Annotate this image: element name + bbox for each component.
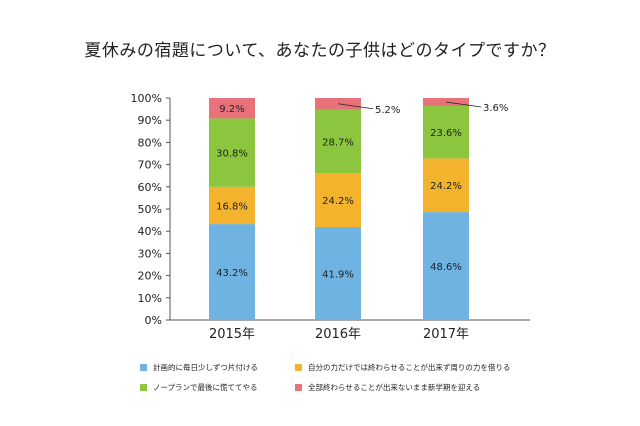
x-tick-label: 2015年	[209, 327, 255, 342]
bar-segment-noplan	[315, 109, 361, 174]
legend-item-help: 自分の力だけでは終わらせることが出来ず周りの力を借りる	[295, 362, 560, 373]
data-label: 24.2%	[430, 181, 462, 192]
legend-label-noplan: ノープランで最後に慌ててやる	[153, 383, 258, 392]
legend-swatch-help	[295, 364, 302, 371]
legend-item-plan: 計画的に毎日少しずつ片付ける	[140, 362, 295, 373]
data-label: 30.8%	[216, 149, 248, 160]
y-tick-label: 0%	[145, 314, 162, 327]
y-tick-label: 20%	[138, 270, 162, 283]
data-label: 16.8%	[216, 201, 248, 212]
legend-label-help: 自分の力だけでは終わらせることが出来ず周りの力を借りる	[308, 363, 511, 372]
bar-segment-help	[209, 186, 255, 225]
y-tick-label: 30%	[138, 247, 162, 260]
data-label: 9.2%	[219, 104, 244, 115]
chart-legend: 計画的に毎日少しずつ片付ける 自分の力だけでは終わらせることが出来ず周りの力を借…	[140, 362, 560, 393]
y-tick-label: 10%	[138, 292, 162, 305]
bar-segment-help	[315, 173, 361, 227]
data-label: 3.6%	[483, 103, 508, 114]
legend-label-plan: 計画的に毎日少しずつ片付ける	[153, 363, 258, 372]
data-label-leader	[337, 103, 374, 110]
data-label: 5.2%	[375, 105, 400, 116]
bar-segment-unfinished	[209, 98, 255, 119]
legend-swatch-noplan	[140, 384, 147, 391]
legend-label-unfinished: 全部終わらせることが出来ないまま新学期を迎える	[308, 383, 481, 392]
y-tick-label: 80%	[138, 136, 162, 149]
bar-segment-noplan	[423, 105, 469, 159]
data-label: 28.7%	[322, 137, 354, 148]
chart-title: 夏休みの宿題について、あなたの子供はどのタイプですか？	[84, 41, 556, 61]
data-label: 48.6%	[430, 262, 462, 273]
bar-segment-noplan	[209, 118, 255, 187]
y-tick-label: 70%	[138, 159, 162, 172]
data-label: 24.2%	[322, 196, 354, 207]
x-tick-label: 2017年	[423, 327, 469, 342]
y-tick-label: 90%	[138, 114, 162, 127]
bar-segment-plan	[423, 212, 469, 320]
data-label-leader	[445, 101, 482, 108]
legend-swatch-plan	[140, 364, 147, 371]
data-label: 23.6%	[430, 128, 462, 139]
bar-segment-plan	[315, 226, 361, 320]
legend-swatch-unfinished	[295, 384, 302, 391]
y-tick-label: 50%	[138, 203, 162, 216]
x-tick-label: 2016年	[315, 327, 361, 342]
y-tick-label: 40%	[138, 225, 162, 238]
legend-item-unfinished: 全部終わらせることが出来ないまま新学期を迎える	[295, 382, 560, 393]
y-tick-label: 100%	[131, 92, 162, 105]
bar-segment-plan	[209, 224, 255, 320]
bar-segment-help	[423, 158, 469, 213]
legend-item-noplan: ノープランで最後に慌ててやる	[140, 382, 295, 393]
data-label: 41.9%	[322, 269, 354, 280]
data-label: 43.2%	[216, 268, 248, 279]
y-tick-label: 60%	[138, 181, 162, 194]
